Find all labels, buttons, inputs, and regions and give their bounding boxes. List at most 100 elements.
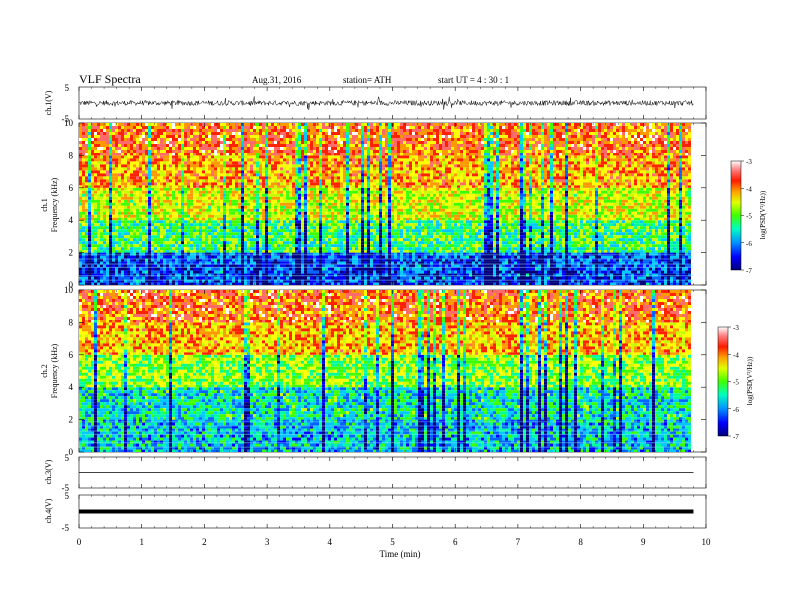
spectrogram-cell — [166, 276, 169, 280]
spectrogram-cell — [607, 261, 610, 265]
spectrogram-cell — [592, 267, 595, 271]
spectrogram-cell — [598, 250, 601, 253]
spectrogram-cell — [415, 229, 418, 233]
spectrogram-cell — [307, 270, 310, 274]
spectrogram-cell — [205, 270, 208, 274]
spectrogram-cell — [598, 247, 601, 251]
spectrogram-cell — [499, 255, 502, 259]
spectrogram-cell — [595, 190, 598, 194]
spectrogram-cell — [121, 238, 124, 242]
spectrogram-cell — [406, 187, 409, 191]
spectrogram-cell — [478, 276, 481, 280]
spectrogram-cell — [400, 258, 403, 262]
spectrogram-cell — [163, 226, 166, 230]
spectrogram-cell — [394, 279, 397, 283]
spectrogram-cell — [559, 223, 562, 227]
spectrogram-cell — [325, 235, 328, 239]
spectrogram-cell — [676, 250, 679, 253]
spectrogram-cell — [424, 223, 427, 227]
spectrogram-cell — [355, 270, 358, 274]
spectrogram-cell — [613, 261, 616, 265]
spectrogram-cell — [298, 261, 301, 265]
spectrogram-cell — [166, 232, 169, 236]
spectrogram-cell — [217, 255, 220, 259]
spectrogram-cell — [124, 264, 127, 268]
spectrogram-cell — [553, 282, 556, 285]
spectrogram-cell — [349, 282, 352, 285]
spectrogram-cell — [571, 264, 574, 268]
spectrogram-cell — [289, 223, 292, 227]
spectrogram-cell — [445, 264, 448, 268]
spectrogram-cell — [466, 247, 469, 251]
spectrogram-cell — [448, 279, 451, 283]
spectrogram-cell — [592, 276, 595, 280]
spectrogram-cell — [334, 276, 337, 280]
spectrogram-cell — [622, 282, 625, 285]
spectrogram-cell — [514, 267, 517, 271]
spectrogram-cell — [274, 279, 277, 283]
spectrogram-cell — [115, 276, 118, 280]
spectrogram-cell — [496, 235, 499, 239]
spectrogram-cell — [613, 223, 616, 227]
spectrogram-cell — [412, 270, 415, 274]
spectrogram-cell — [184, 226, 187, 230]
spectrogram-cell — [376, 279, 379, 283]
spectrogram-cell — [337, 223, 340, 227]
spectrogram-cell — [265, 250, 268, 253]
spectrogram-cell — [160, 247, 163, 251]
spectrogram-cell — [166, 282, 169, 285]
spectrogram-cell — [391, 244, 394, 248]
spectrogram-cell — [679, 250, 682, 253]
spectrogram-cell — [409, 223, 412, 227]
spectrogram-cell — [412, 229, 415, 233]
spectrogram-cell — [376, 226, 379, 230]
spectrogram-cell — [553, 187, 556, 191]
spectrogram-cell — [283, 255, 286, 259]
spectrogram-cell — [295, 250, 298, 253]
spectrogram-cell — [430, 229, 433, 233]
spectrogram-cell — [412, 264, 415, 268]
spectrogram-cell — [142, 220, 145, 224]
spectrogram-cell — [223, 261, 226, 265]
spectrogram-cell — [529, 250, 532, 253]
spectrogram-cell — [688, 264, 691, 268]
spectrogram-cell — [292, 270, 295, 274]
spectrogram-cell — [625, 258, 628, 262]
spectrogram-cell — [307, 261, 310, 265]
spectrogram-cell — [547, 187, 550, 191]
spectrogram-cell — [502, 220, 505, 224]
spectrogram-cell — [514, 223, 517, 227]
spectrogram-cell — [490, 235, 493, 239]
spectrogram-cell — [523, 282, 526, 285]
spectrogram-cell — [322, 267, 325, 271]
spectrogram-cell — [385, 255, 388, 259]
spectrogram-cell — [238, 187, 241, 191]
spectrogram-cell — [652, 241, 655, 245]
spectrogram-cell — [298, 250, 301, 253]
spectrogram-cell — [538, 255, 541, 259]
spectrogram-cell — [121, 226, 124, 230]
spectrogram-cell — [667, 223, 670, 227]
spectrogram-cell — [670, 238, 673, 242]
spectrogram-cell — [445, 244, 448, 248]
spectrogram-cell — [154, 190, 157, 194]
spectrogram-cell — [412, 226, 415, 230]
spectrogram-cell — [388, 264, 391, 268]
spectrogram-cell — [142, 264, 145, 268]
spectrogram-cell — [688, 267, 691, 271]
spectrogram-cell — [121, 244, 124, 248]
spectrogram-cell — [88, 264, 91, 268]
spectrogram-cell — [94, 235, 97, 239]
spectrogram-cell — [433, 223, 436, 227]
ch1-waveform-panel: 5 -5 ch.1(V) — [44, 83, 707, 124]
spectrogram-cell — [385, 229, 388, 233]
spectrogram-cell — [451, 270, 454, 274]
spectrogram-cell — [442, 276, 445, 280]
spectrogram-cell — [592, 187, 595, 191]
spectrogram-cell — [256, 270, 259, 274]
spectrogram-cell — [400, 267, 403, 271]
spectrogram-cell — [247, 270, 250, 274]
spectrogram-cell — [514, 270, 517, 274]
spectrogram-cell — [376, 247, 379, 251]
spectrogram-cell — [301, 282, 304, 285]
